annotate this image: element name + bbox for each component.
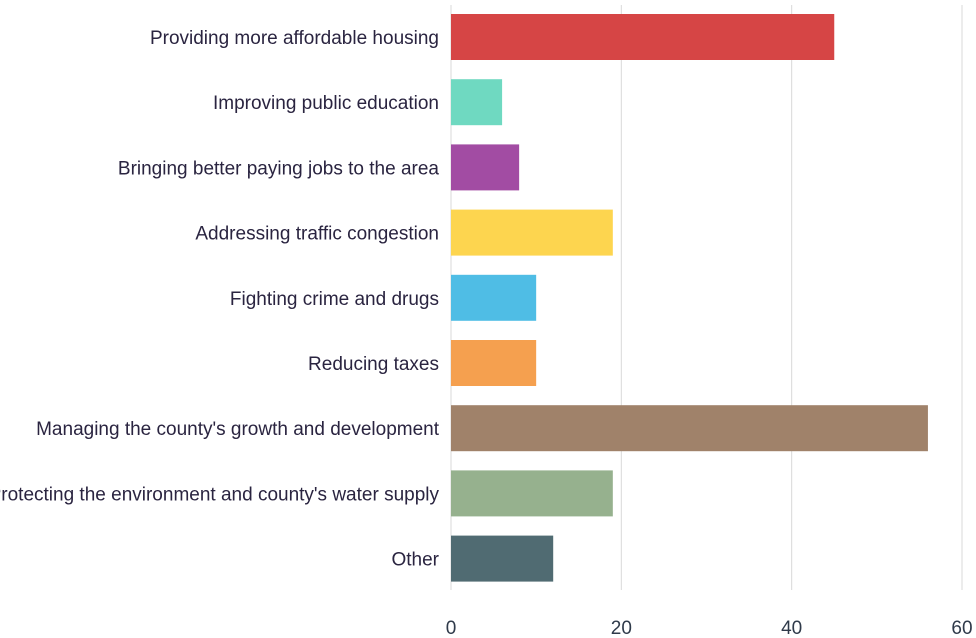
bar: [451, 79, 503, 126]
bar: [451, 274, 537, 321]
category-label: Bringing better paying jobs to the area: [118, 158, 440, 179]
bar: [451, 209, 613, 256]
x-tick-label: 40: [781, 618, 802, 638]
bars: [451, 14, 928, 582]
bar: [451, 144, 520, 191]
category-label: Fighting crime and drugs: [230, 289, 439, 310]
bar: [451, 405, 928, 452]
category-label: Providing more affordable housing: [150, 28, 439, 49]
bar: [451, 340, 537, 386]
category-label: Addressing traffic congestion: [195, 224, 439, 245]
bar: [451, 14, 835, 60]
x-tick-label: 60: [951, 618, 972, 638]
x-axis-tick-labels: 0 20 40 60: [446, 618, 973, 638]
category-label: Other: [391, 550, 439, 571]
category-label: Protecting the environment and county's …: [0, 484, 439, 505]
category-label: Improving public education: [213, 93, 439, 114]
bar: [451, 535, 554, 582]
category-labels: Providing more affordable housing Improvi…: [0, 28, 440, 571]
x-tick-label: 20: [611, 618, 632, 638]
category-label: Managing the county's growth and develop…: [36, 419, 440, 440]
category-label: Reducing taxes: [308, 354, 439, 375]
bar: [451, 470, 613, 517]
x-tick-label: 0: [446, 618, 457, 638]
